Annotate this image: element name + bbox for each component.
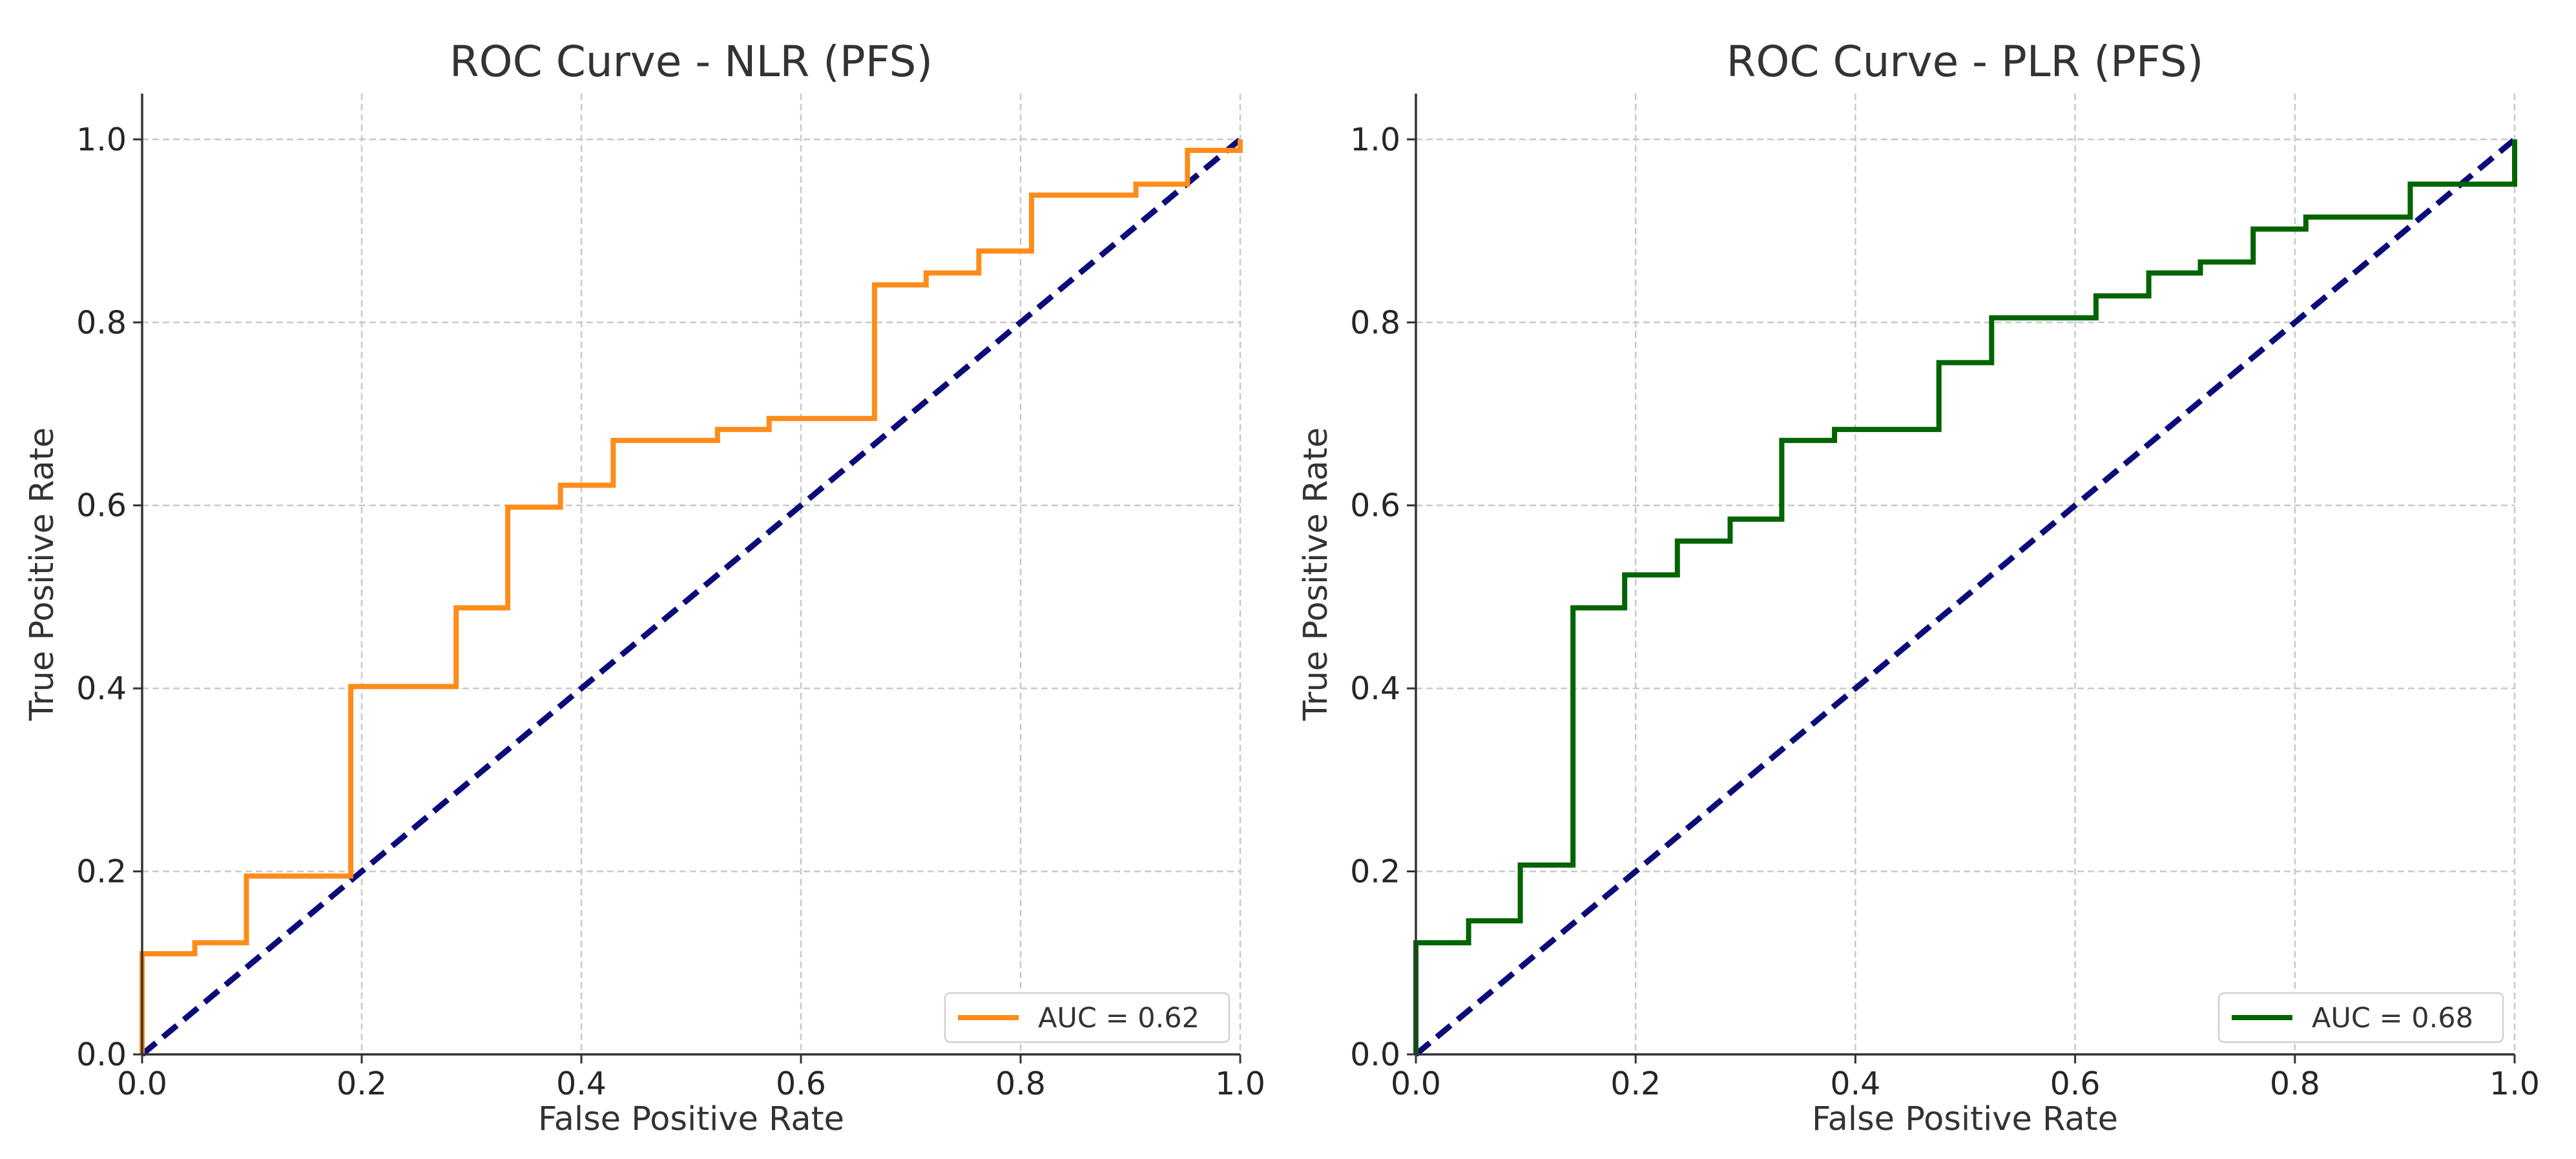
series-layer [140, 137, 1243, 1057]
chart-title: ROC Curve - NLR (PFS) [450, 37, 933, 87]
y-tick-label: 1.0 [1350, 121, 1400, 158]
y-tick-label: 0.8 [76, 304, 127, 341]
y-tick-label: 0.6 [1350, 487, 1400, 524]
x-ticks: 0.0 0.2 0.4 0.6 0.8 1.0 [1391, 1054, 2540, 1102]
y-tick-label: 0.0 [76, 1036, 127, 1073]
legend-label: AUC = 0.62 [1038, 1002, 1200, 1034]
y-tick-label: 0.2 [1350, 854, 1400, 890]
chance-diagonal-line [1414, 137, 2517, 1057]
y-tick-label: 0.4 [76, 670, 127, 707]
x-tick-label: 0.2 [337, 1065, 387, 1102]
grid [141, 94, 1241, 1056]
x-axis-label: False Positive Rate [1812, 1100, 2118, 1138]
chart-title: ROC Curve - PLR (PFS) [1727, 37, 2204, 87]
legend: AUC = 0.62 [944, 992, 1231, 1043]
x-tick-label: 0.4 [556, 1065, 607, 1102]
x-tick-label: 1.0 [1215, 1065, 1265, 1102]
x-tick-label: 0.6 [776, 1065, 826, 1102]
legend-label: AUC = 0.68 [2312, 1002, 2473, 1034]
legend: AUC = 0.68 [2218, 992, 2504, 1043]
y-tick-label: 0.6 [76, 487, 127, 524]
series-layer [1413, 137, 2517, 1057]
y-tick-label: 0.4 [1350, 670, 1400, 707]
chart-panel-plr: ROC Curve - PLR (PFS) 0.0 0.2 0.4 0.6 0.8 1.0… [1297, 37, 2540, 1138]
y-axis-label: True Positive Rate [1297, 427, 1335, 721]
legend-box [944, 992, 1231, 1043]
roc-curve-line [140, 139, 1243, 1054]
x-tick-label: 0.6 [2050, 1065, 2101, 1102]
x-tick-label: 0.0 [1391, 1065, 1441, 1102]
y-tick-label: 0.8 [1350, 304, 1400, 341]
roc-curve-line [1413, 139, 2517, 1054]
x-tick-label: 0.0 [117, 1065, 167, 1102]
y-tick-label: 0.2 [76, 854, 127, 890]
x-ticks: 0.0 0.2 0.4 0.6 0.8 1.0 [117, 1054, 1265, 1102]
x-tick-label: 1.0 [2489, 1065, 2540, 1102]
chance-diagonal-line [140, 137, 1242, 1057]
y-tick-label: 1.0 [76, 121, 127, 158]
y-tick-label: 0.0 [1350, 1036, 1400, 1073]
x-tick-label: 0.8 [2270, 1065, 2320, 1102]
grid [1415, 94, 2516, 1056]
y-ticks: 0.0 0.2 0.4 0.6 0.8 1.0 [76, 121, 142, 1073]
legend-box [2218, 992, 2504, 1043]
x-tick-label: 0.8 [995, 1065, 1046, 1102]
x-tick-label: 0.4 [1830, 1065, 1880, 1102]
y-axis-label: True Positive Rate [23, 427, 61, 721]
x-axis-label: False Positive Rate [538, 1100, 844, 1138]
y-ticks: 0.0 0.2 0.4 0.6 0.8 1.0 [1350, 121, 1416, 1073]
chart-panel-nlr: ROC Curve - NLR (PFS) 0.0 0.2 0.4 0.6 0.8 1.0… [23, 37, 1265, 1138]
x-tick-label: 0.2 [1610, 1065, 1661, 1102]
